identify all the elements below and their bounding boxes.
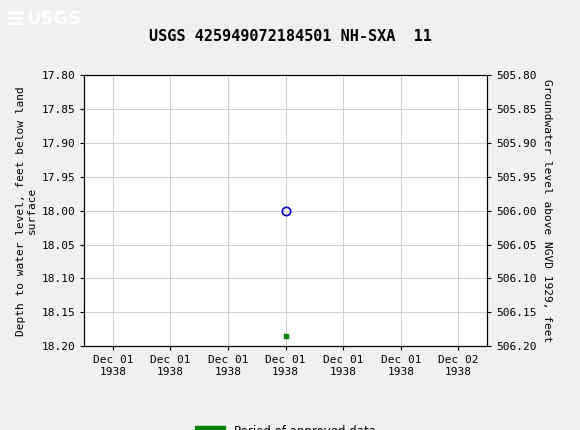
Text: USGS 425949072184501 NH-SXA  11: USGS 425949072184501 NH-SXA 11 xyxy=(148,29,432,44)
Text: ≡: ≡ xyxy=(5,7,26,31)
Legend: Period of approved data: Period of approved data xyxy=(190,421,381,430)
Y-axis label: Depth to water level, feet below land
surface: Depth to water level, feet below land su… xyxy=(16,86,37,335)
Y-axis label: Groundwater level above NGVD 1929, feet: Groundwater level above NGVD 1929, feet xyxy=(542,79,552,342)
Text: USGS: USGS xyxy=(26,10,81,28)
